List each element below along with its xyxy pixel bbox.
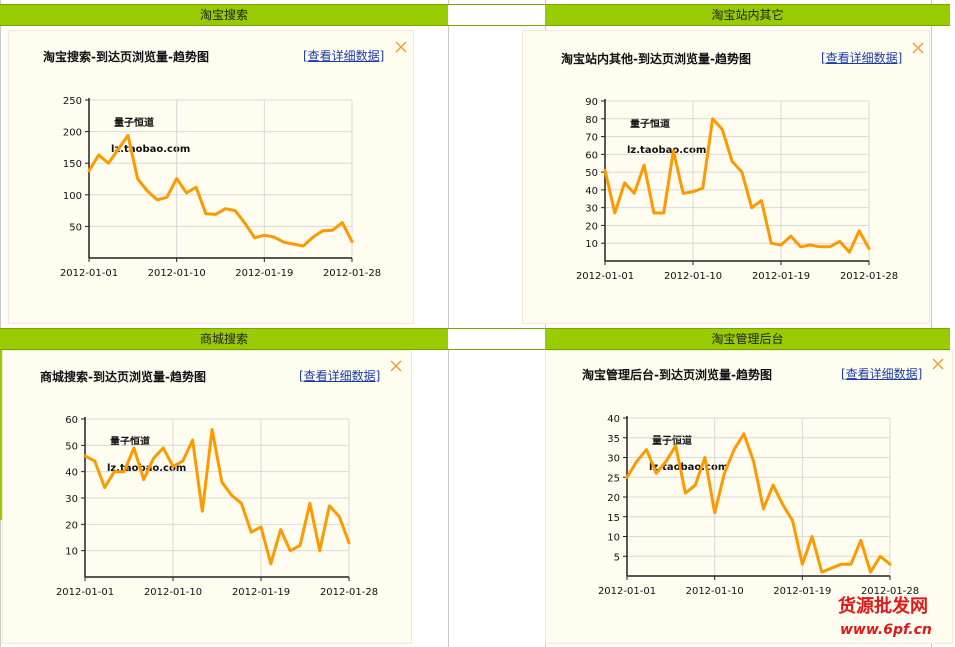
y-tick-label: 20 [585,221,598,232]
section-bar-taobao-other [545,4,950,26]
watermark-text: lz.taobao.com [111,144,190,155]
chart-panel-mall-search: 商城搜索-到达页浏览量-趋势图 [查看详细数据] 量子恒道 lz.taobao.c… [2,350,412,644]
table-divider [931,0,932,647]
view-detail-link[interactable]: [查看详细数据] [821,51,903,65]
section-bar-separator [448,328,545,350]
y-tick-label: 30 [65,494,78,505]
table-divider [0,0,1,647]
y-tick-label: 60 [585,150,598,161]
y-tick-label: 40 [607,414,620,425]
x-tick-label: 2012-01-19 [752,271,810,282]
y-tick-label: 30 [607,454,620,465]
watermark-text: 量子恒道 [114,116,154,129]
section-bar-mall-search [0,328,448,350]
watermark-text: lz.taobao.com [107,463,186,474]
table-divider [448,0,449,647]
section-label-taobao-other: 淘宝站内其它 [711,8,784,22]
series-line [625,432,892,574]
y-tick-label: 10 [65,547,78,558]
y-tick-label: 40 [65,468,78,479]
close-icon[interactable] [931,357,945,371]
x-tick-label: 2012-01-28 [861,586,919,597]
trend-chart-mall-search: 量子恒道 lz.taobao.com 10 20 30 40 50 60 2012-01-01 2… [56,415,378,598]
chart-panel-taobao-other: 淘宝站内其他-到达页浏览量-趋势图 [查看详细数据] 量子恒道 lz.taobao… [522,30,930,324]
chart-title: 淘宝站内其他-到达页浏览量-趋势图 [561,52,751,66]
site-watermark-line2: www.6pf.cn [840,622,932,638]
series-line [87,133,354,248]
watermark-text: 量子恒道 [110,435,150,448]
view-detail-link[interactable]: [查看详细数据] [303,49,385,63]
watermark-text: 量子恒道 [652,434,692,447]
trend-chart-taobao-other: 量子恒道 lz.taobao.com 10 20 30 40 50 60 70 80 90 2012-… [576,97,898,282]
y-tick-label: 50 [65,441,78,452]
watermark-text: lz.taobao.com [649,462,728,473]
x-tick-label: 2012-01-01 [576,271,634,282]
section-bar-taobao-admin [545,328,950,350]
x-tick-label: 2012-01-10 [664,271,722,282]
y-tick-label: 80 [585,115,598,126]
watermark-text: lz.taobao.com [627,145,706,156]
y-tick-label: 100 [63,191,82,202]
close-icon[interactable] [389,359,403,373]
y-tick-label: 20 [65,520,78,531]
y-tick-label: 35 [607,434,620,445]
y-tick-label: 25 [607,473,620,484]
chart-panel-taobao-admin: 淘宝管理后台-到达页浏览量-趋势图 [查看详细数据] 量子恒道 lz.taobao… [545,350,953,644]
close-icon[interactable] [394,40,408,54]
section-bar-separator [448,4,545,26]
view-detail-link[interactable]: [查看详细数据] [299,369,381,383]
x-tick-label: 2012-01-01 [56,587,114,598]
x-tick-label: 2012-01-01 [60,268,118,279]
chart-title: 淘宝搜索-到达页浏览量-趋势图 [43,50,209,64]
x-tick-label: 2012-01-10 [686,586,744,597]
x-tick-label: 2012-01-01 [598,586,656,597]
chart-title: 商城搜索-到达页浏览量-趋势图 [40,370,206,384]
watermark-text: 量子恒道 [630,117,670,130]
y-tick-label: 150 [63,159,82,170]
x-tick-label: 2012-01-28 [320,587,378,598]
trend-chart-taobao-search: 量子恒道 lz.taobao.com 50 100 150 200 250 2012-01-0… [60,96,381,279]
y-tick-label: 60 [65,415,78,426]
y-tick-label: 250 [63,96,82,107]
y-tick-label: 15 [607,513,620,524]
x-tick-label: 2012-01-10 [148,268,206,279]
chart-title: 淘宝管理后台-到达页浏览量-趋势图 [582,368,772,382]
series-line [603,117,871,254]
x-tick-label: 2012-01-19 [232,587,290,598]
y-tick-label: 50 [585,168,598,179]
y-tick-label: 70 [585,133,598,144]
y-tick-label: 30 [585,204,598,215]
site-watermark-logo: 货源批发网 www.6pf.cn [838,595,932,638]
x-tick-label: 2012-01-28 [323,268,381,279]
trend-chart-taobao-admin: 量子恒道 lz.taobao.com 5 10 15 20 25 30 35 40 2012-01-… [598,414,919,597]
x-tick-label: 2012-01-19 [773,586,831,597]
y-tick-label: 50 [69,222,82,233]
x-tick-label: 2012-01-19 [235,268,293,279]
y-tick-label: 20 [607,493,620,504]
y-tick-label: 5 [614,552,620,563]
chart-panel-taobao-search: 淘宝搜索-到达页浏览量-趋势图 [查看详细数据] 量子恒道 lz.taobao.c… [8,30,414,324]
view-detail-link[interactable]: [查看详细数据] [841,367,923,381]
y-tick-label: 90 [585,97,598,108]
x-tick-label: 2012-01-28 [840,271,898,282]
y-tick-label: 40 [585,186,598,197]
left-edge-strip [0,350,3,520]
x-tick-label: 2012-01-10 [144,587,202,598]
site-watermark-line1: 货源批发网 [838,595,928,617]
section-bar-taobao-search [0,4,448,26]
y-tick-label: 200 [63,128,82,139]
section-label-mall-search: 商城搜索 [199,332,248,346]
series-line [83,428,351,566]
section-label-taobao-admin: 淘宝管理后台 [711,332,784,346]
y-tick-label: 10 [585,239,598,250]
close-icon[interactable] [911,41,925,55]
section-label-taobao-search: 淘宝搜索 [199,8,248,22]
y-tick-label: 10 [607,533,620,544]
